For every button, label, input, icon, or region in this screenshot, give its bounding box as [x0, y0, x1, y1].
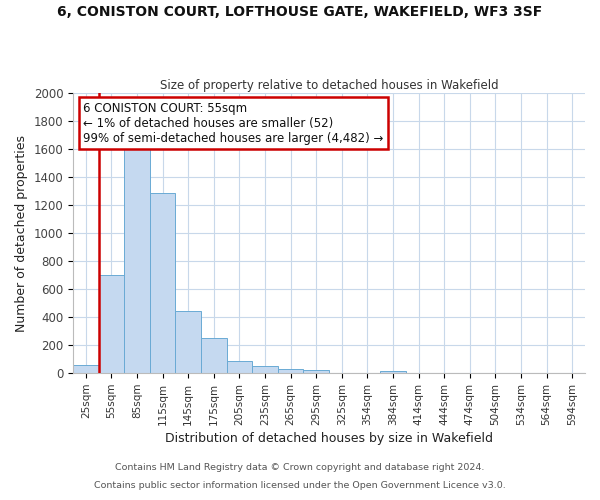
Bar	[175, 311, 201, 373]
Bar	[380, 371, 406, 373]
Text: Contains public sector information licensed under the Open Government Licence v3: Contains public sector information licen…	[94, 481, 506, 490]
Bar	[124, 144, 150, 373]
Bar	[304, 370, 329, 373]
Text: 6 CONISTON COURT: 55sqm
← 1% of detached houses are smaller (52)
99% of semi-det: 6 CONISTON COURT: 55sqm ← 1% of detached…	[83, 102, 383, 144]
Bar	[252, 366, 278, 373]
Bar	[201, 338, 227, 373]
Bar	[150, 194, 175, 373]
Bar	[73, 365, 98, 373]
Y-axis label: Number of detached properties: Number of detached properties	[15, 134, 28, 332]
Bar	[98, 275, 124, 373]
Bar	[278, 370, 304, 373]
Title: Size of property relative to detached houses in Wakefield: Size of property relative to detached ho…	[160, 79, 499, 92]
Bar	[227, 361, 252, 373]
Text: Contains HM Land Registry data © Crown copyright and database right 2024.: Contains HM Land Registry data © Crown c…	[115, 464, 485, 472]
X-axis label: Distribution of detached houses by size in Wakefield: Distribution of detached houses by size …	[165, 432, 493, 445]
Text: 6, CONISTON COURT, LOFTHOUSE GATE, WAKEFIELD, WF3 3SF: 6, CONISTON COURT, LOFTHOUSE GATE, WAKEF…	[58, 5, 542, 19]
